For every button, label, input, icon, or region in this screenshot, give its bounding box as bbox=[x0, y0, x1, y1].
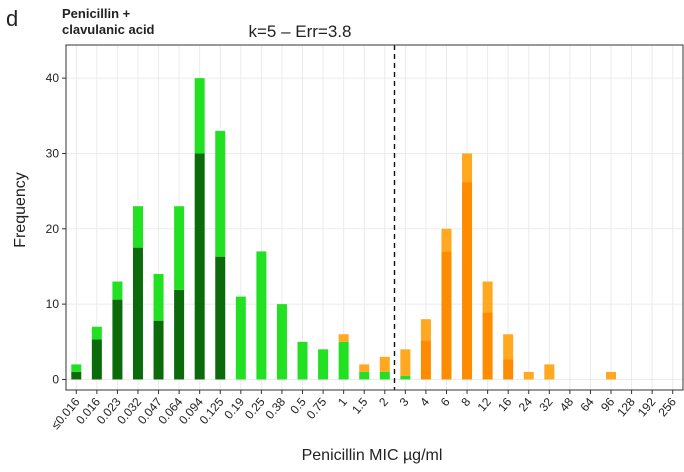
bar-segment bbox=[503, 359, 514, 380]
bar-segment bbox=[71, 364, 82, 372]
bar-segment bbox=[523, 371, 534, 380]
bar-segment bbox=[400, 375, 411, 380]
y-tick-label: 40 bbox=[46, 71, 60, 85]
bar-segment bbox=[91, 339, 102, 380]
x-tick-label: 16 bbox=[495, 395, 515, 414]
bar-segment bbox=[441, 228, 452, 252]
bar-segment bbox=[338, 334, 349, 342]
bar-segment bbox=[606, 371, 617, 380]
bar-segment bbox=[318, 349, 329, 380]
plot-area: 0 10 20 30 40 bbox=[46, 45, 683, 394]
x-tick-label: 24 bbox=[516, 395, 536, 414]
bar-segment bbox=[112, 281, 123, 300]
bar-segment bbox=[420, 340, 431, 380]
bar-segment bbox=[91, 326, 102, 340]
bar-segment bbox=[338, 341, 349, 380]
x-tick-label: 3 bbox=[397, 395, 412, 409]
y-tick-label: 10 bbox=[46, 297, 60, 311]
bar-segment bbox=[276, 304, 287, 380]
x-tick-label: 12 bbox=[475, 395, 495, 414]
bar-segment bbox=[503, 334, 514, 360]
bar-segment bbox=[400, 349, 411, 376]
bar-segment bbox=[215, 256, 226, 380]
x-tick-label: 0.38 bbox=[263, 395, 289, 422]
bar-segment bbox=[256, 251, 267, 380]
bar-segment bbox=[174, 289, 185, 380]
x-tick-label: 64 bbox=[577, 395, 597, 414]
bar-segment bbox=[153, 320, 164, 380]
bar-segment bbox=[235, 296, 246, 380]
plot-border bbox=[65, 44, 684, 391]
bar-segment bbox=[482, 281, 493, 313]
bar-segment bbox=[359, 364, 370, 372]
x-tick-label: 48 bbox=[557, 395, 577, 414]
bar-segment bbox=[379, 371, 390, 380]
x-tick-label: 0.75 bbox=[304, 395, 330, 422]
bar-segment bbox=[359, 371, 370, 380]
y-axis-label: Frequency bbox=[12, 172, 29, 248]
x-tick-label: 6 bbox=[438, 395, 453, 409]
x-tick-label: 8 bbox=[458, 395, 473, 409]
bar-segment bbox=[379, 356, 390, 372]
x-tick-label: 0.25 bbox=[242, 395, 268, 422]
bar-segment bbox=[153, 273, 164, 321]
bar-segment bbox=[441, 251, 452, 380]
bar-segment bbox=[112, 299, 123, 380]
y-tick-label: 0 bbox=[52, 372, 59, 386]
chart-subtitle: Penicillin + clavulanic acid bbox=[62, 6, 155, 37]
bar-segment bbox=[194, 78, 205, 154]
x-axis-label: Penicillin MIC µg/ml bbox=[302, 447, 443, 464]
panel-label: d bbox=[6, 6, 18, 31]
bar-segment bbox=[420, 319, 431, 341]
bar-segment bbox=[462, 153, 473, 183]
x-tick-label: 2 bbox=[376, 395, 391, 409]
bar-segment bbox=[462, 182, 473, 380]
y-tick-label: 20 bbox=[46, 222, 60, 236]
y-tick-label: 30 bbox=[46, 146, 60, 160]
x-tick-label: 0.19 bbox=[221, 395, 247, 422]
x-tick-label: 1.5 bbox=[349, 395, 371, 417]
bar-segment bbox=[174, 206, 185, 290]
bar-segment bbox=[132, 247, 143, 380]
bar-segment bbox=[297, 341, 308, 380]
bar-segment bbox=[194, 153, 205, 380]
x-tick-label: 1 bbox=[335, 395, 350, 409]
bar-segment bbox=[132, 206, 143, 248]
bar-segment bbox=[71, 371, 82, 380]
bar-segment bbox=[482, 312, 493, 380]
x-tick-label: 4 bbox=[417, 395, 432, 409]
bar-segment bbox=[544, 364, 555, 380]
x-tick-label: 128 bbox=[614, 395, 638, 420]
x-tick-label: 256 bbox=[655, 395, 679, 420]
x-tick-label: 192 bbox=[635, 395, 659, 420]
chart-title: k=5 – Err=3.8 bbox=[248, 22, 351, 41]
x-tick-label: 32 bbox=[536, 395, 556, 414]
bar-segment bbox=[215, 130, 226, 257]
